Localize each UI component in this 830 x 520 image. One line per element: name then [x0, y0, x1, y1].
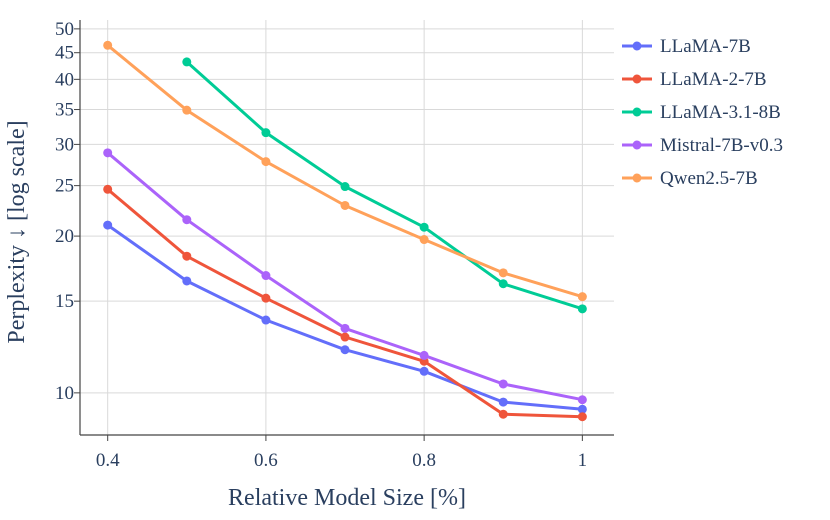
- legend-swatch-marker: [632, 41, 642, 51]
- data-point-llama-7b: [498, 397, 508, 407]
- data-point-llama-7b: [419, 366, 429, 376]
- legend-item-qwen2-5-7b: Qwen2.5-7B: [622, 168, 758, 189]
- axes: [74, 20, 614, 441]
- legend-item-llama-7b: LLaMA-7B: [622, 36, 751, 57]
- legend: LLaMA-7B LLaMA-2-7B LLaMA-3.1-8B Mistral-7B…: [622, 36, 783, 189]
- data-point-mistral-7b-v0-3: [182, 215, 192, 225]
- series-line-llama-2-7b: [106, 188, 583, 419]
- tick-labels: 0.4 0.6 0.8 1 10 15 20 25 30 35 40 45 50: [55, 19, 587, 471]
- series-mistral-7b-v0-3: [103, 148, 587, 405]
- series-line-llama-7b: [106, 223, 583, 411]
- series-llama-3-1-8b: [182, 57, 587, 314]
- legend-item-llama-2-7b: LLaMA-2-7B: [622, 69, 767, 90]
- data-point-llama-2-7b: [182, 251, 192, 261]
- legend-swatch-marker: [632, 107, 642, 117]
- data-point-llama-7b: [261, 315, 271, 325]
- data-point-llama-3-1-8b: [261, 128, 271, 138]
- x-tick-label: 1: [578, 450, 588, 471]
- legend-swatch-marker: [632, 140, 642, 150]
- data-point-mistral-7b-v0-3: [419, 350, 429, 360]
- data-point-llama-7b: [340, 345, 350, 355]
- series-line-qwen2-5-7b: [106, 44, 583, 299]
- data-point-llama-3-1-8b: [419, 222, 429, 232]
- data-point-qwen2-5-7b: [498, 268, 508, 278]
- y-tick-label: 35: [55, 100, 74, 121]
- data-point-qwen2-5-7b: [419, 235, 429, 245]
- x-axis-title: Relative Model Size [%]: [228, 485, 466, 511]
- data-point-qwen2-5-7b: [182, 105, 192, 115]
- y-tick-label: 20: [55, 226, 74, 247]
- data-point-qwen2-5-7b: [340, 200, 350, 210]
- y-tick-label: 50: [55, 19, 74, 40]
- data-point-mistral-7b-v0-3: [103, 148, 113, 158]
- data-point-llama-2-7b: [103, 184, 113, 194]
- legend-label: Mistral-7B-v0.3: [660, 135, 783, 156]
- series-group: [103, 40, 587, 422]
- data-point-llama-2-7b: [498, 409, 508, 419]
- y-tick-label: 40: [55, 69, 74, 90]
- data-point-llama-2-7b: [261, 293, 271, 303]
- y-tick-label: 15: [55, 291, 74, 312]
- data-point-qwen2-5-7b: [103, 40, 113, 50]
- legend-label: Qwen2.5-7B: [660, 168, 758, 189]
- data-point-llama-3-1-8b: [498, 279, 508, 289]
- legend-swatch-marker: [632, 173, 642, 183]
- x-tick-label: 0.4: [96, 450, 120, 471]
- data-point-mistral-7b-v0-3: [340, 323, 350, 333]
- x-tick-label: 0.6: [254, 450, 278, 471]
- y-tick-label: 10: [55, 383, 74, 404]
- y-axis-title: Perplexity ↓ [log scale]: [4, 120, 30, 343]
- legend-label: LLaMA-2-7B: [660, 69, 767, 90]
- legend-item-llama-3-1-8b: LLaMA-3.1-8B: [622, 102, 781, 123]
- data-point-mistral-7b-v0-3: [498, 379, 508, 389]
- data-point-mistral-7b-v0-3: [577, 395, 587, 405]
- legend-label: LLaMA-7B: [660, 36, 751, 57]
- series-qwen2-5-7b: [103, 40, 587, 302]
- series-llama-7b: [103, 220, 587, 414]
- data-point-llama-2-7b: [340, 332, 350, 342]
- data-point-llama-7b: [103, 220, 113, 230]
- grid: [80, 20, 614, 435]
- data-point-llama-3-1-8b: [577, 304, 587, 314]
- series-llama-2-7b: [103, 184, 587, 422]
- data-point-qwen2-5-7b: [577, 292, 587, 302]
- data-point-llama-3-1-8b: [340, 182, 350, 192]
- data-point-llama-2-7b: [577, 412, 587, 422]
- y-tick-label: 45: [55, 43, 74, 64]
- data-point-mistral-7b-v0-3: [261, 271, 271, 281]
- series-line-llama-3-1-8b: [185, 60, 583, 311]
- data-point-llama-7b: [577, 404, 587, 414]
- legend-swatch-marker: [632, 74, 642, 84]
- data-point-llama-3-1-8b: [182, 57, 192, 67]
- x-tick-label: 0.8: [412, 450, 436, 471]
- legend-label: LLaMA-3.1-8B: [660, 102, 781, 123]
- data-point-qwen2-5-7b: [261, 157, 271, 167]
- data-point-llama-7b: [182, 276, 192, 286]
- legend-item-mistral-7b-v0-3: Mistral-7B-v0.3: [622, 135, 783, 156]
- y-tick-label: 30: [55, 134, 74, 155]
- y-tick-label: 25: [55, 176, 74, 197]
